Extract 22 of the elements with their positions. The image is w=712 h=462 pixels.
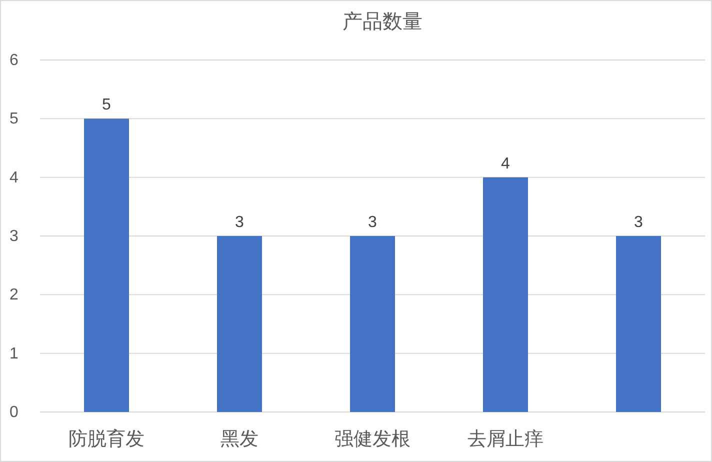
y-tick-label: 3 xyxy=(10,228,19,245)
x-tick-label: 防脱育发 xyxy=(68,428,144,450)
data-label: 3 xyxy=(235,214,244,231)
data-label: 5 xyxy=(102,96,112,114)
x-tick-label: 去屑止痒 xyxy=(468,429,544,450)
x-tick-label: 黑发 xyxy=(220,429,258,450)
bar xyxy=(350,236,395,412)
data-label: 3 xyxy=(368,214,378,231)
y-tick-label: 5 xyxy=(10,110,19,128)
data-label: 3 xyxy=(634,214,644,231)
bar xyxy=(483,177,528,412)
bar xyxy=(217,236,262,412)
y-tick-label: 6 xyxy=(10,52,19,69)
chart-title: 产品数量 xyxy=(342,11,422,33)
y-tick-label: 2 xyxy=(10,286,19,304)
y-tick-label: 0 xyxy=(10,404,19,421)
y-tick-label: 4 xyxy=(10,169,19,186)
bar xyxy=(84,118,129,412)
bar xyxy=(616,236,661,412)
y-tick-label: 1 xyxy=(10,345,19,362)
x-tick-label: 强健发根 xyxy=(334,429,410,450)
data-label: 4 xyxy=(501,155,510,172)
